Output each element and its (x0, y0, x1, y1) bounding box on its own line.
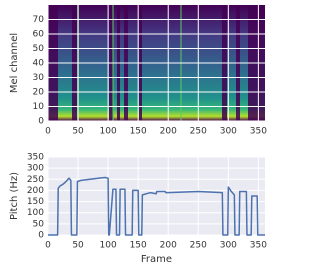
x-tick-label: 350 (250, 127, 267, 137)
y-tick-label: 150 (27, 197, 44, 207)
x-tick-label: 350 (250, 241, 267, 251)
spectrogram-axes: 0 50 100 150 200 250 300 350 0 10 20 30 40 50 60 70 Mel … (9, 5, 267, 137)
x-tick-label: 250 (190, 241, 207, 251)
y-tick-label: 350 (27, 153, 44, 163)
y-tick-label: 70 (33, 15, 45, 25)
pitch-line (48, 176, 265, 236)
y-tick-label: 200 (27, 186, 44, 196)
y-tick-label: 20 (33, 88, 45, 98)
x-tick-label: 300 (220, 127, 237, 137)
x-tick-label: 100 (100, 127, 117, 137)
figure: 0 50 100 150 200 250 300 350010203040506070Mel … (9, 5, 267, 266)
y-tick-label: 100 (27, 208, 44, 218)
x-tick-label: 200 (160, 127, 177, 137)
x-tick-label: 50 (72, 127, 84, 137)
x-tick-label: 150 (130, 127, 147, 137)
x-tick-label: 0 (45, 241, 51, 251)
plot-background (48, 157, 265, 235)
x-tick-label: 150 (130, 241, 147, 251)
y-tick-label: 0 (38, 231, 44, 241)
y-tick-label: 60 (33, 30, 45, 40)
y-tick-label: 30 (33, 73, 45, 83)
y-axis-label: Pitch (Hz) (9, 172, 20, 220)
x-tick-label: 250 (190, 127, 207, 137)
x-tick-label: 0 (45, 127, 51, 137)
pitch-axes: 0 50 100 150 200 250 300 3500501001502002503003… (9, 153, 267, 266)
y-axis-label: Mel channel (9, 33, 20, 93)
x-axis-label: Frame (141, 254, 172, 265)
x-tick-label: 100 (100, 241, 117, 251)
x-tick-label: 50 (72, 241, 84, 251)
y-tick-label: 40 (33, 59, 45, 69)
x-tick-label: 200 (160, 241, 177, 251)
y-tick-label: 10 (33, 102, 45, 112)
y-tick-label: 50 (33, 219, 45, 229)
x-tick-label: 300 (220, 241, 237, 251)
y-tick-label: 300 (27, 164, 44, 174)
y-tick-label: 50 (33, 44, 45, 54)
y-tick-label: 0 (38, 117, 44, 127)
y-tick-label: 250 (27, 175, 44, 185)
